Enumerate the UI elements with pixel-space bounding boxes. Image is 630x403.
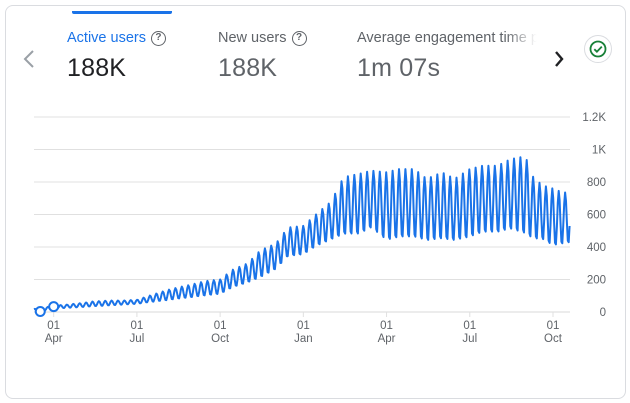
x-tick-day-label: 01 (463, 320, 476, 332)
chevron-right-icon[interactable] (546, 44, 572, 74)
x-tick-month-label: Jan (294, 333, 313, 345)
metric-tab-average-engagement-time[interactable]: Average engagement time p 1m 07s (357, 30, 537, 83)
x-tick-day-label: 01 (380, 320, 393, 332)
x-tick-day-label: 01 (297, 320, 310, 332)
active-tab-indicator (72, 11, 172, 14)
metric-label: Average engagement time p (357, 30, 537, 46)
metric-tab-active-users[interactable]: Active users ? 188K (67, 30, 166, 83)
x-tick-month-label: Oct (211, 333, 230, 345)
metric-value: 188K (67, 54, 127, 82)
y-tick-label: 1.2K (582, 112, 606, 124)
metric-label-text: New users (218, 30, 287, 46)
metric-label: New users ? (218, 30, 307, 46)
help-icon[interactable]: ? (150, 30, 166, 46)
annotation-marker[interactable] (34, 306, 46, 317)
metric-value: 188K (218, 54, 278, 82)
series-line-active-users (33, 156, 571, 313)
x-tick-month-label: Jul (462, 333, 477, 345)
x-tick-month-label: Oct (544, 333, 563, 345)
x-tick-month-label: Jul (130, 333, 145, 345)
metric-value: 1m 07s (357, 54, 441, 82)
check-circle-icon[interactable] (584, 35, 612, 63)
x-tick-day-label: 01 (214, 320, 227, 332)
x-tick-month-label: Apr (378, 333, 396, 345)
metric-label-text: Active users (67, 30, 146, 46)
x-tick-month-label: Apr (45, 333, 63, 345)
metric-overflow-fade (506, 26, 542, 86)
annotation-marker[interactable] (48, 301, 60, 313)
chevron-left-icon[interactable] (16, 44, 42, 74)
metric-label-text: Average engagement time p (357, 30, 537, 46)
y-tick-label: 800 (587, 177, 606, 189)
metric-label: Active users ? (67, 30, 166, 46)
help-icon[interactable]: ? (291, 30, 307, 46)
x-tick-day-label: 01 (131, 320, 144, 332)
y-tick-label: 0 (600, 307, 606, 319)
metric-tab-new-users[interactable]: New users ? 188K (218, 30, 307, 83)
x-tick-day-label: 01 (547, 320, 560, 332)
y-tick-label: 1K (592, 145, 606, 157)
y-tick-label: 200 (587, 275, 606, 287)
x-tick-day-label: 01 (47, 320, 60, 332)
y-tick-label: 600 (587, 210, 606, 222)
y-tick-label: 400 (587, 242, 606, 254)
